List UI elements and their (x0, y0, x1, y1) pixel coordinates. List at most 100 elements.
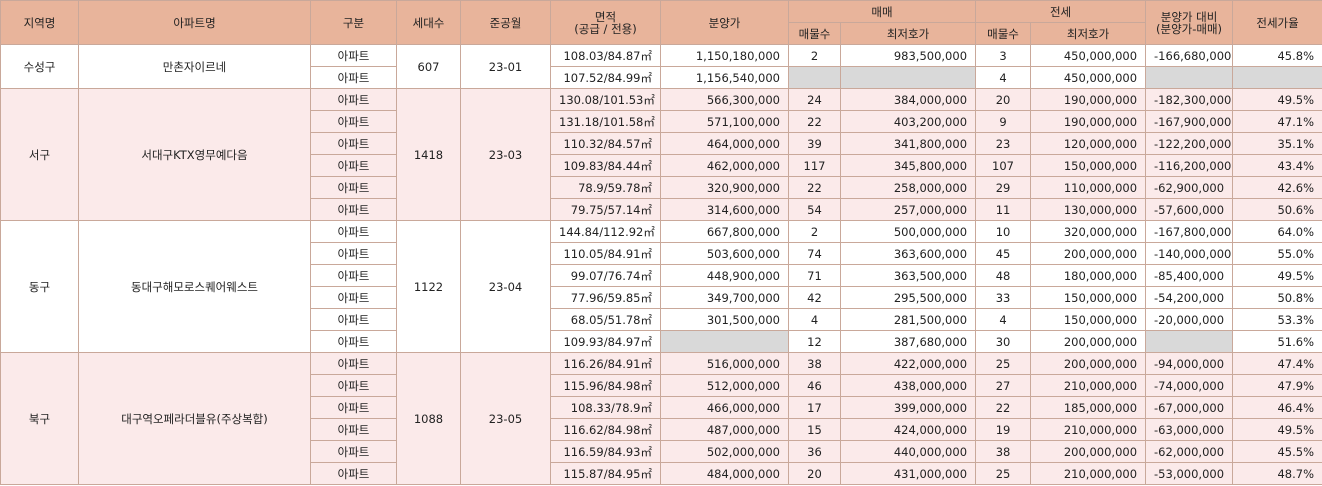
value-cell: 25 (975, 352, 1032, 375)
value-cell: 387,680,000 (839, 330, 977, 353)
value-cell: 190,000,000 (1030, 88, 1147, 111)
data-row: 아파트 99.07/76.74㎡ 448,900,000 71 363,500,000 4… (1, 264, 1322, 287)
value-cell: -54,200,000 (1145, 286, 1234, 309)
subheader-cell: 최저호가 (1030, 22, 1147, 45)
value-cell: 아파트 (310, 176, 397, 199)
value-cell: 50.6% (1232, 198, 1322, 221)
value-cell: -166,680,000 (1145, 44, 1234, 67)
value-cell: 20 (975, 88, 1032, 111)
value-cell: 49.5% (1232, 264, 1322, 287)
value-cell: 54 (788, 198, 841, 221)
empty-cell (788, 66, 841, 89)
value-cell: 30 (975, 330, 1032, 353)
value-cell: 200,000,000 (1030, 352, 1147, 375)
value-cell: 9 (975, 110, 1032, 133)
data-row: 아파트 68.05/51.78㎡ 301,500,000 4 281,500,000 4 1… (1, 308, 1322, 331)
value-cell: 아파트 (310, 198, 397, 221)
value-cell: 258,000,000 (839, 176, 977, 199)
value-cell: 516,000,000 (660, 352, 789, 375)
data-row: 동구 동대구해모로스퀘어웨스트 아파트 1122 23-04 144.84/112.92㎡… (0, 220, 1322, 353)
value-cell: 150,000,000 (1030, 154, 1147, 177)
value-cell: 281,500,000 (839, 308, 977, 331)
empty-cell (1145, 330, 1234, 353)
value-cell: 190,000,000 (1030, 110, 1147, 133)
subheader-cell: 최저호가 (839, 22, 977, 45)
subheader-cell: 매물수 (975, 22, 1032, 45)
value-cell: -74,000,000 (1145, 374, 1234, 397)
households-cell: 1122 (396, 220, 461, 353)
value-cell: 78.9/59.78㎡ (550, 176, 661, 199)
value-cell: 1,150,180,000 (660, 44, 789, 67)
value-cell: 아파트 (310, 462, 397, 485)
value-cell: 53.3% (1232, 308, 1322, 331)
value-cell: 아파트 (310, 308, 397, 331)
value-cell: -122,200,000 (1145, 132, 1234, 155)
value-cell: 115.87/84.95㎡ (550, 462, 661, 485)
value-cell: 108.03/84.87㎡ (550, 44, 661, 67)
value-cell: 49.5% (1232, 418, 1322, 441)
value-cell: 2 (788, 220, 841, 243)
value-cell: 39 (788, 132, 841, 155)
value-cell: -67,000,000 (1145, 396, 1234, 419)
value-cell: -63,000,000 (1145, 418, 1234, 441)
value-cell: 아파트 (310, 132, 397, 155)
data-row: 아파트 110.05/84.91㎡ 503,600,000 74 363,600,000… (1, 242, 1322, 265)
value-cell: -62,900,000 (1145, 176, 1234, 199)
value-cell: 50.8% (1232, 286, 1322, 309)
value-cell: -62,000,000 (1145, 440, 1234, 463)
value-cell: 341,800,000 (839, 132, 977, 155)
header-cell: 전세가율 (1232, 0, 1322, 45)
value-cell: 33 (975, 286, 1032, 309)
header-cell: 아파트명 (78, 0, 311, 45)
value-cell: 363,600,000 (839, 242, 977, 265)
value-cell: 107 (975, 154, 1032, 177)
value-cell: 349,700,000 (660, 286, 789, 309)
value-cell: 399,000,000 (839, 396, 977, 419)
value-cell: 아파트 (310, 220, 397, 243)
value-cell: 아파트 (310, 396, 397, 419)
completed-cell: 23-05 (460, 352, 551, 485)
value-cell: 아파트 (310, 154, 397, 177)
header-cell: 구분 (310, 0, 397, 45)
value-cell: 35.1% (1232, 132, 1322, 155)
data-row: 아파트 109.83/84.44㎡ 462,000,000 117 345,800,00… (1, 154, 1322, 177)
value-cell: 51.6% (1232, 330, 1322, 353)
value-cell: 448,900,000 (660, 264, 789, 287)
data-row: 아파트 79.75/57.14㎡ 314,600,000 54 257,000,000 1… (1, 198, 1322, 221)
value-cell: 144.84/112.92㎡ (550, 220, 661, 243)
value-cell: 130,000,000 (1030, 198, 1147, 221)
value-cell: 아파트 (310, 242, 397, 265)
value-cell: 99.07/76.74㎡ (550, 264, 661, 287)
value-cell: 115.96/84.98㎡ (550, 374, 661, 397)
value-cell: 110,000,000 (1030, 176, 1147, 199)
value-cell: 11 (975, 198, 1032, 221)
value-cell: 47.1% (1232, 110, 1322, 133)
table-body: 수성구 만촌자이르네 아파트 607 23-01 108.03/84.87㎡ 1,150,1… (0, 44, 1322, 485)
value-cell: 384,000,000 (839, 88, 977, 111)
value-cell: 46.4% (1232, 396, 1322, 419)
value-cell: 438,000,000 (839, 374, 977, 397)
value-cell: 345,800,000 (839, 154, 977, 177)
value-cell: 48 (975, 264, 1032, 287)
value-cell: 200,000,000 (1030, 242, 1147, 265)
value-cell: -167,900,000 (1145, 110, 1234, 133)
value-cell: 42 (788, 286, 841, 309)
value-cell: 422,000,000 (839, 352, 977, 375)
empty-cell (839, 66, 977, 89)
data-row: 아파트 131.18/101.58㎡ 571,100,000 22 403,200,00… (1, 110, 1322, 133)
value-cell: 130.08/101.53㎡ (550, 88, 661, 111)
value-cell: 320,000,000 (1030, 220, 1147, 243)
value-cell: 10 (975, 220, 1032, 243)
value-cell: 2 (788, 44, 841, 67)
value-cell: 36 (788, 440, 841, 463)
completed-cell: 23-04 (460, 220, 551, 353)
value-cell: 116.62/84.98㎡ (550, 418, 661, 441)
value-cell: 4 (975, 66, 1032, 89)
table-header: 지역명 아파트명 구분 세대수 준공월 면적 (공급 / 전용) 분양가 매매 전세 분양가 대비… (0, 0, 1322, 45)
value-cell: 아파트 (310, 264, 397, 287)
value-cell: 27 (975, 374, 1032, 397)
header-cell: 분양가 (660, 0, 789, 45)
value-cell: 64.0% (1232, 220, 1322, 243)
data-row: 아파트 115.96/84.98㎡ 512,000,000 46 438,000,000… (1, 374, 1322, 397)
